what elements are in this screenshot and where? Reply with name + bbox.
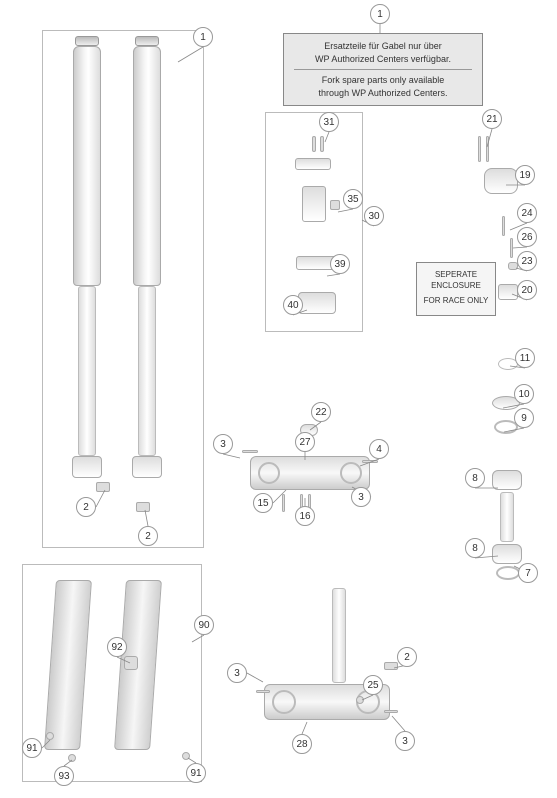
fork-inner-left	[78, 286, 96, 456]
info-en-2: through WP Authorized Centers.	[294, 87, 472, 100]
p31a	[312, 136, 316, 152]
p31b	[320, 136, 324, 152]
separate-enclosure-box: SEPERATE ENCLOSURE FOR RACE ONLY	[416, 262, 496, 316]
callout-20: 20	[517, 280, 537, 300]
info-de-1: Ersatzteile für Gabel nur über	[294, 40, 472, 53]
p20	[498, 284, 518, 300]
fork-cap-left	[75, 36, 99, 46]
callout-10: 10	[514, 384, 534, 404]
callout-92: 92	[107, 637, 127, 657]
callout-23: 23	[517, 251, 537, 271]
p92	[124, 656, 138, 670]
p93	[68, 754, 76, 762]
bolt-3t	[242, 450, 258, 453]
p25a	[356, 696, 364, 704]
callout-28: 28	[292, 734, 312, 754]
p35	[302, 186, 326, 222]
callout-8: 8	[465, 538, 485, 558]
callout-11: 11	[515, 348, 535, 368]
p26	[510, 238, 513, 258]
lbolt-l	[256, 690, 270, 693]
p24	[502, 216, 505, 236]
p91b	[182, 752, 190, 760]
p21a	[478, 136, 481, 162]
callout-3: 3	[351, 487, 371, 507]
callout-19: 19	[515, 165, 535, 185]
callout-21: 21	[482, 109, 502, 129]
p19	[484, 168, 518, 194]
bolt-pair-left	[96, 482, 110, 492]
callout-40: 40	[283, 295, 303, 315]
callout-3: 3	[227, 663, 247, 683]
p40	[298, 292, 336, 314]
fork-foot-left	[72, 456, 102, 478]
lclamp-hole-l	[272, 690, 296, 714]
callout-27: 27	[295, 432, 315, 452]
p21b	[486, 136, 489, 162]
callout-22: 22	[311, 402, 331, 422]
info-en-1: Fork spare parts only available	[294, 74, 472, 87]
enc-l1: SEPERATE	[421, 269, 491, 280]
callout-2: 2	[397, 647, 417, 667]
stem-tube	[500, 492, 514, 542]
fork-outer-right	[133, 46, 161, 286]
exploded-diagram: 1 Ersatzteile für Gabel nur über WP Auth…	[0, 0, 557, 798]
enc-l3: FOR RACE ONLY	[421, 295, 491, 306]
callout-4: 4	[369, 439, 389, 459]
p7	[496, 566, 520, 580]
callout-90: 90	[194, 615, 214, 635]
callout-26: 26	[517, 227, 537, 247]
callout-7: 7	[518, 563, 538, 583]
bolt-15	[282, 494, 285, 512]
callout-3: 3	[213, 434, 233, 454]
callout-1: 1	[370, 4, 390, 24]
callout-24: 24	[517, 203, 537, 223]
p8a	[492, 470, 522, 490]
clamp-hole-l	[258, 462, 280, 484]
callout-91: 91	[22, 738, 42, 758]
bolt-pair-right	[136, 502, 150, 512]
enc-l2: ENCLOSURE	[421, 280, 491, 291]
callout-3: 3	[395, 731, 415, 751]
fork-outer-left	[73, 46, 101, 286]
p91a	[46, 732, 54, 740]
callout-16: 16	[295, 506, 315, 526]
callout-30: 30	[364, 206, 384, 226]
p35b	[330, 200, 340, 210]
callout-31: 31	[319, 112, 339, 132]
stem-main	[332, 588, 346, 683]
callout-9: 9	[514, 408, 534, 428]
fork-inner-right	[138, 286, 156, 456]
bolt-4t	[362, 460, 378, 463]
lbolt-r	[384, 710, 398, 713]
fork-cap-right	[135, 36, 159, 46]
clamp-hole-r	[340, 462, 362, 484]
callout-25: 25	[363, 675, 383, 695]
panel-fork-assembly	[42, 30, 204, 548]
callout-93: 93	[54, 766, 74, 786]
callout-2: 2	[76, 497, 96, 517]
callout-1: 1	[193, 27, 213, 47]
callout-39: 39	[330, 254, 350, 274]
p8b	[492, 544, 522, 564]
info-de-2: WP Authorized Centers verfügbar.	[294, 53, 472, 66]
callout-2: 2	[138, 526, 158, 546]
callout-91: 91	[186, 763, 206, 783]
callout-15: 15	[253, 493, 273, 513]
fork-foot-right	[132, 456, 162, 478]
info-box: Ersatzteile für Gabel nur über WP Author…	[283, 33, 483, 106]
p2l	[384, 662, 398, 670]
p-top	[295, 158, 331, 170]
callout-35: 35	[343, 189, 363, 209]
callout-8: 8	[465, 468, 485, 488]
